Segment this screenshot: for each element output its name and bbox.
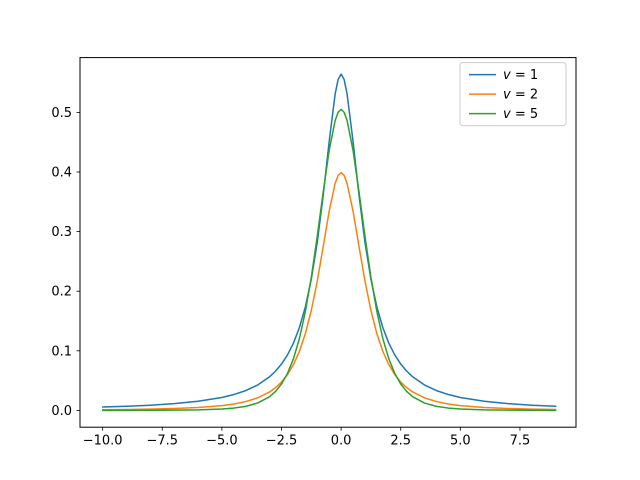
x-tick-label: −2.5 [266,434,298,449]
x-tick-label: 5.0 [450,434,471,449]
x-tick-label: −7.5 [146,434,178,449]
series-line-v=1 [101,73,557,408]
y-tick-label: 0.3 [51,225,72,240]
legend-label: v = 5 [503,107,538,122]
y-tick-label: 0.5 [51,106,72,121]
y-tick-label: 0.0 [51,404,72,419]
legend-box [459,62,567,127]
x-tick-label: 7.5 [510,434,531,449]
x-tick-label: 0.0 [331,434,352,449]
y-tick-label: 0.1 [51,344,72,359]
legend-label: v = 2 [503,88,538,103]
y-tick-label: 0.2 [51,285,72,300]
x-tick-label: −10.0 [83,434,123,449]
y-tick-label: 0.4 [51,166,72,181]
series-line-v=5 [101,108,557,412]
series-line-v=2 [101,171,557,411]
x-tick-label: −5.0 [206,434,238,449]
x-tick-label: 2.5 [390,434,411,449]
legend-label: v = 1 [503,68,538,83]
axes-spines [79,57,577,428]
